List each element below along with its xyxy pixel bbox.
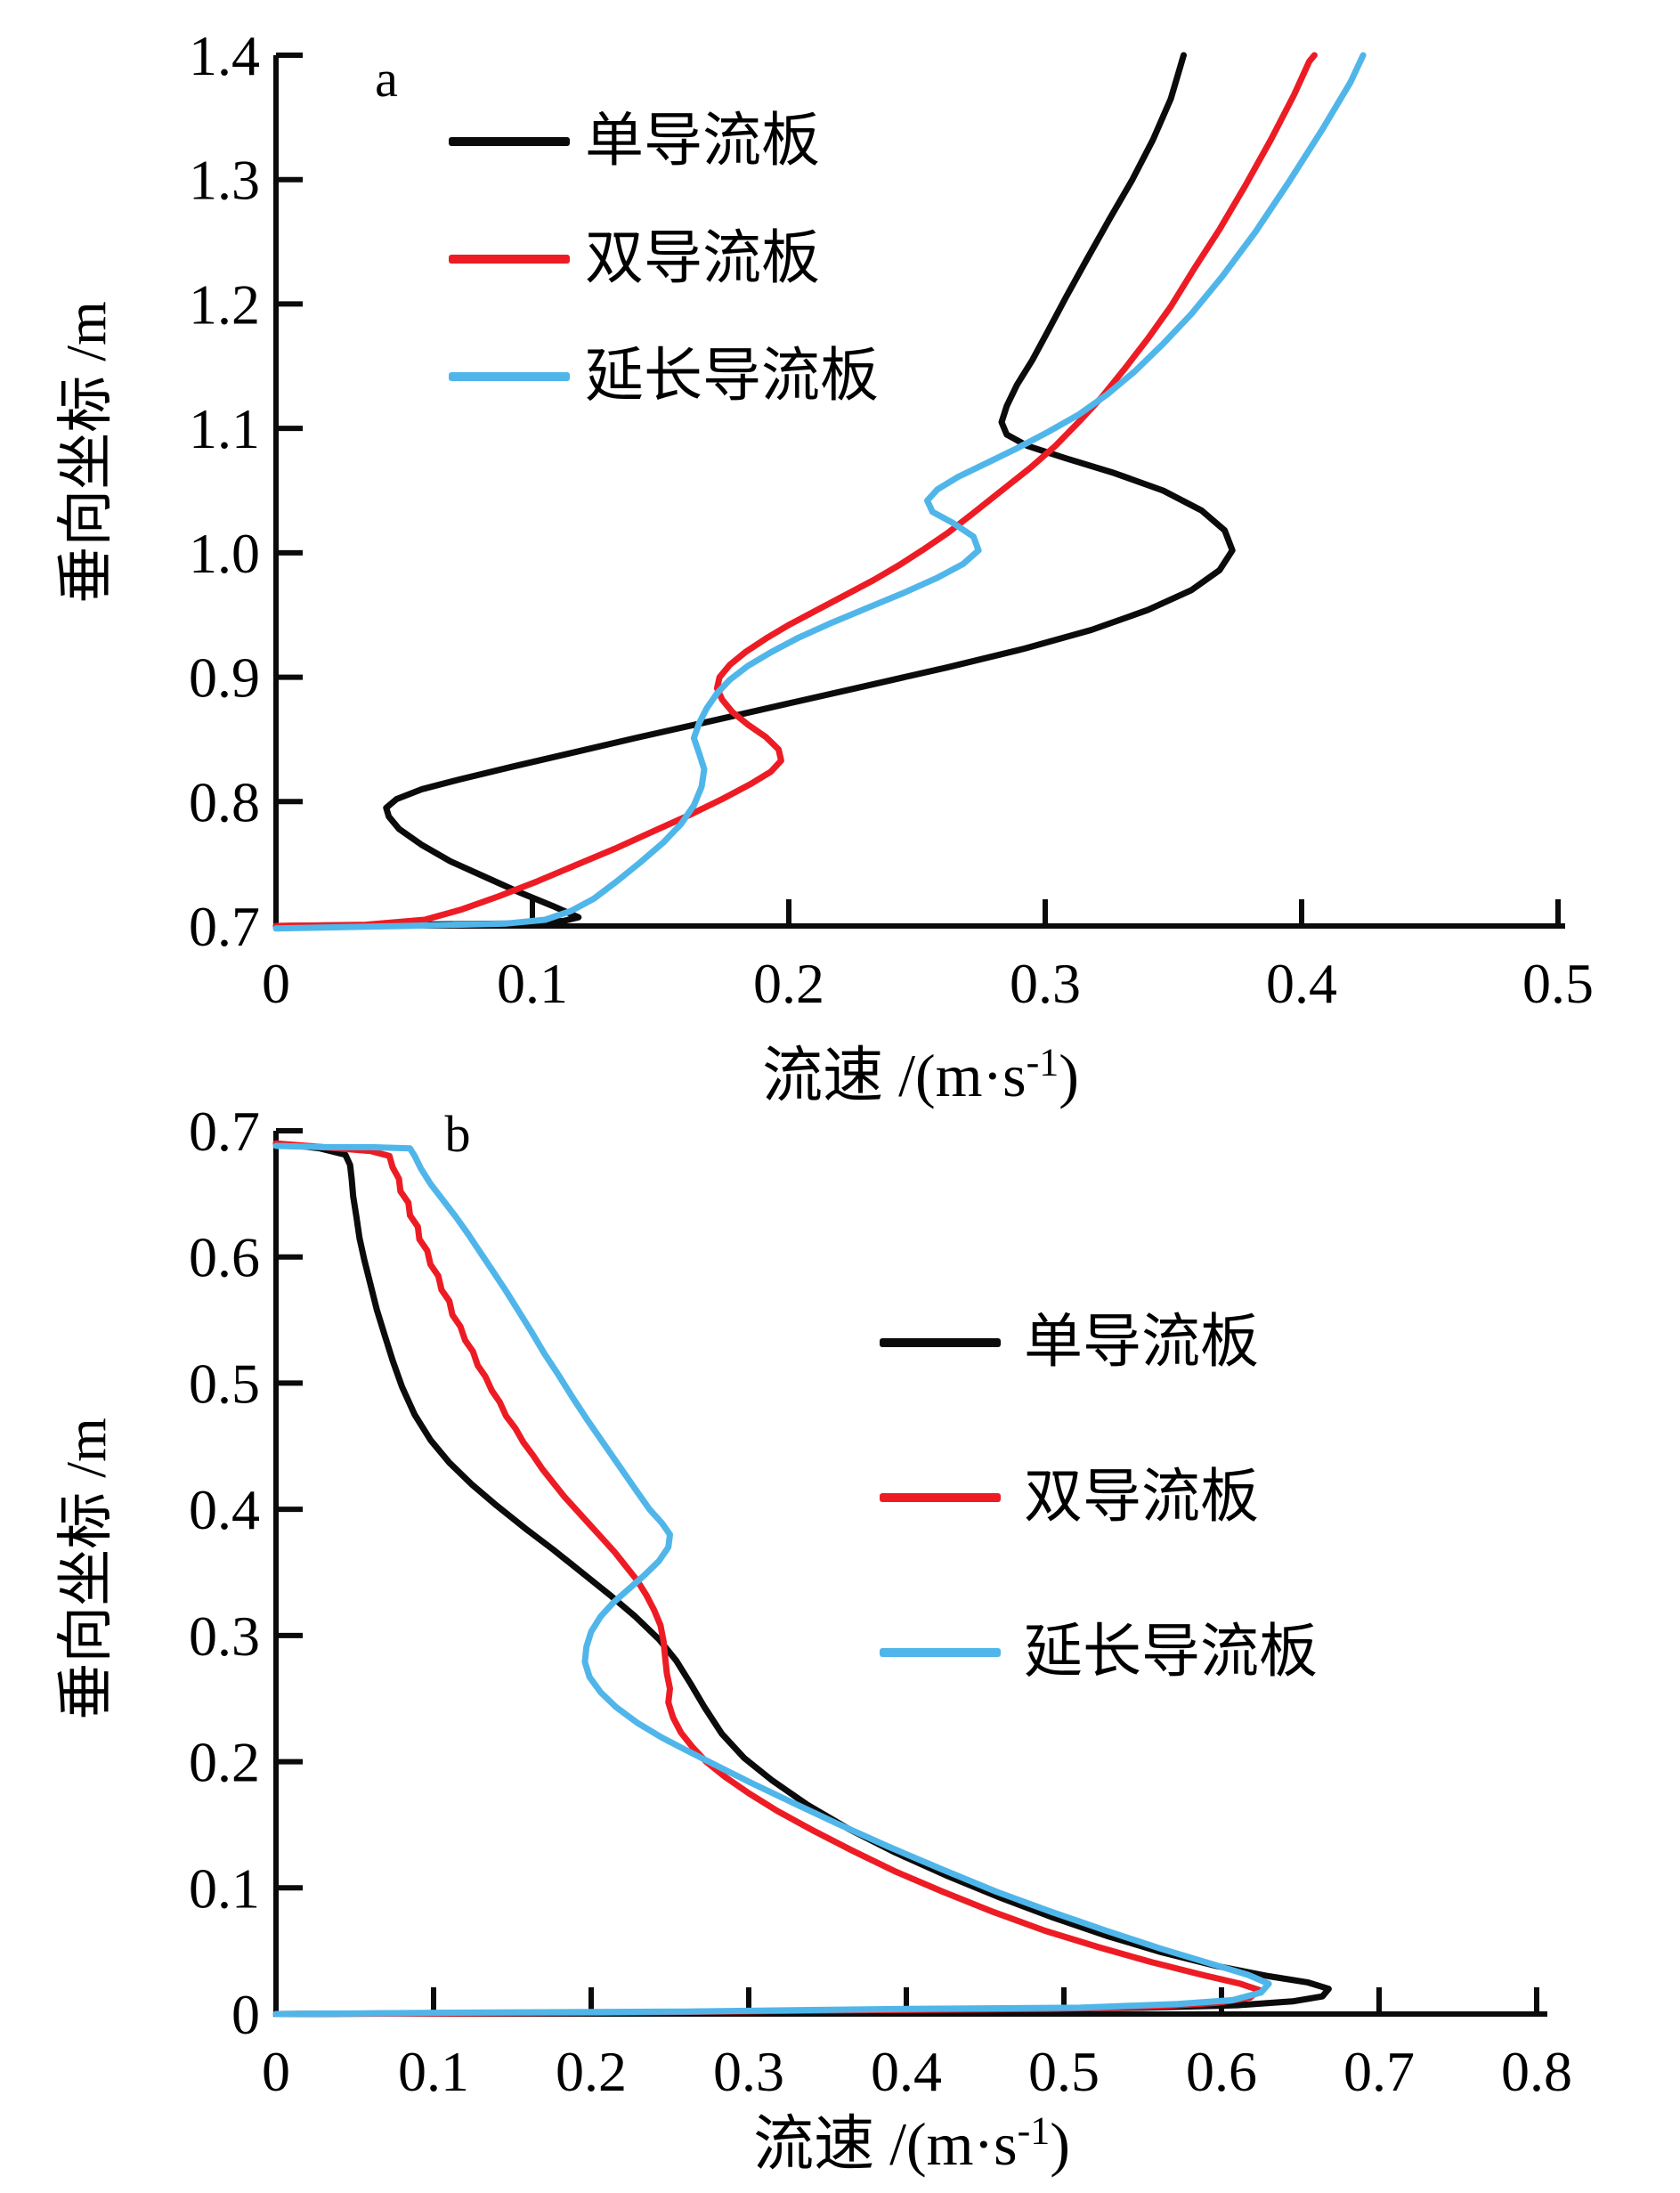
chart-b-x-tick-label-0.1: 0.1 bbox=[398, 2040, 469, 2103]
chart-b-x-axis-title: 流速 /(m·s-1) bbox=[573, 2094, 1250, 2182]
chart-a-series-2-curve bbox=[272, 52, 1367, 932]
chart-a-axis-spine bbox=[273, 55, 1565, 929]
chart-b-series-2-curve bbox=[272, 1142, 1272, 2018]
chart-a-x-tick-label-0.4: 0.4 bbox=[1266, 952, 1337, 1015]
chart-b-y-tick-label-0.5: 0.5 bbox=[189, 1352, 260, 1415]
chart-a-y-tick-label-1.1: 1.1 bbox=[189, 397, 260, 460]
chart-a-x-tick-label-0.3: 0.3 bbox=[1010, 952, 1081, 1015]
chart-b-x-tick-label-0.6: 0.6 bbox=[1186, 2040, 1257, 2103]
chart-b-y-tick-label-0.1: 0.1 bbox=[189, 1856, 260, 1920]
chart-b-series-1-curve bbox=[272, 1140, 1262, 2018]
chart-a-y-axis-title: 垂向坐标 /m bbox=[54, 301, 118, 604]
chart-b-y-tick-label-0.4: 0.4 bbox=[189, 1478, 260, 1541]
chart-a-y-tick-label-1.4: 1.4 bbox=[189, 24, 260, 87]
chart-a-x-tick-label-0.2: 0.2 bbox=[753, 952, 824, 1015]
chart-a-series-1-curve bbox=[272, 52, 1318, 930]
chart-b-x-tick-label-0.7: 0.7 bbox=[1343, 2040, 1415, 2103]
chart-a-y-tick-label-0.7: 0.7 bbox=[189, 895, 260, 958]
chart-a-x-title-close: ) bbox=[1059, 1042, 1079, 1109]
chart-b-x-tick-label-0: 0 bbox=[262, 2040, 290, 2103]
chart-b-x-tick-label-0.5: 0.5 bbox=[1028, 2040, 1100, 2103]
chart-a-y-tick-label-1.0: 1.0 bbox=[189, 522, 260, 585]
chart-a-y-tick-label-0.9: 0.9 bbox=[189, 646, 260, 710]
chart-b-x-tick-label-0.4: 0.4 bbox=[871, 2040, 942, 2103]
chart-a-series-0-curve bbox=[272, 52, 1236, 930]
chart-a-y-tick-label-1.2: 1.2 bbox=[189, 272, 260, 336]
chart-a-x-title-sup: -1 bbox=[1026, 1040, 1059, 1084]
chart-a-y-tick-label-0.8: 0.8 bbox=[189, 770, 260, 833]
chart-a-x-tick-label-0: 0 bbox=[262, 952, 290, 1015]
chart-b-y-axis-title: 垂向坐标 /m bbox=[54, 1417, 118, 1720]
panel-label-a: a bbox=[375, 50, 398, 108]
chart-a-x-title-text: 流速 /(m·s bbox=[762, 1042, 1027, 1109]
chart-b-x-title-sup: -1 bbox=[1017, 2108, 1051, 2153]
chart-b-x-title-close: ) bbox=[1050, 2110, 1070, 2178]
chart-a-x-tick-label-0.1: 0.1 bbox=[497, 952, 568, 1015]
chart-b-y-tick-label-0: 0 bbox=[231, 1983, 260, 2046]
panel-label-b: b bbox=[444, 1105, 471, 1163]
chart-a-y-tick-label-1.3: 1.3 bbox=[189, 149, 260, 212]
chart-b-series-0-curve bbox=[272, 1140, 1332, 2018]
chart-b-x-tick-label-0.8: 0.8 bbox=[1501, 2040, 1572, 2103]
chart-a-x-tick-label-0.5: 0.5 bbox=[1522, 952, 1594, 1015]
chart-b-y-tick-label-0.2: 0.2 bbox=[189, 1731, 260, 1794]
chart-b-y-tick-label-0.7: 0.7 bbox=[189, 1100, 260, 1163]
chart-b-x-tick-label-0.2: 0.2 bbox=[556, 2040, 627, 2103]
chart-b-y-tick-label-0.3: 0.3 bbox=[189, 1604, 260, 1668]
chart-b-x-title-text: 流速 /(m·s bbox=[753, 2110, 1018, 2178]
chart-a-x-axis-title: 流速 /(m·s-1) bbox=[582, 1026, 1259, 1114]
chart-b-y-tick-label-0.6: 0.6 bbox=[189, 1226, 260, 1289]
chart-b-x-tick-label-0.3: 0.3 bbox=[713, 2040, 784, 2103]
